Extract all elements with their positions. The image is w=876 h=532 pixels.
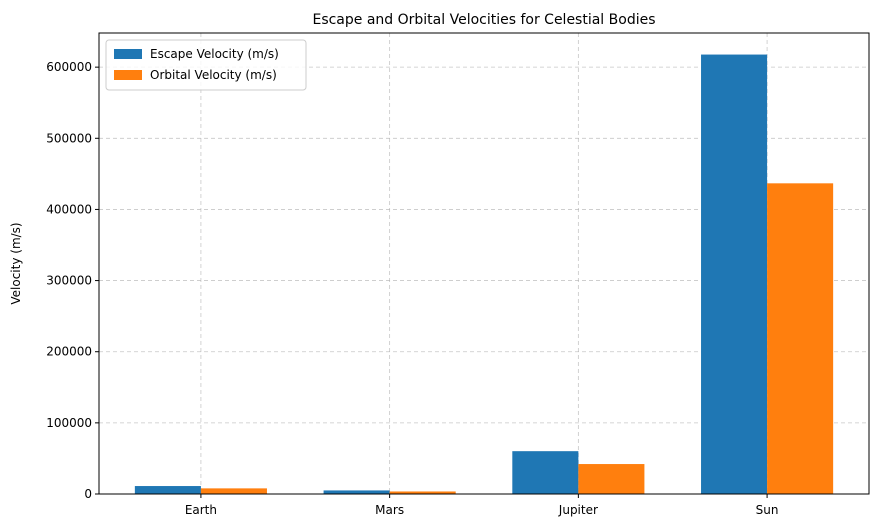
y-tick-label: 0 bbox=[84, 487, 92, 501]
y-tick-label: 200000 bbox=[46, 345, 92, 359]
bars-layer bbox=[134, 54, 834, 494]
legend-swatch bbox=[114, 70, 142, 80]
y-tick-label: 100000 bbox=[46, 416, 92, 430]
x-tick-label: Sun bbox=[756, 503, 779, 517]
y-tick-label: 300000 bbox=[46, 274, 92, 288]
bar-jupiter-series-1 bbox=[578, 464, 645, 494]
plot-frame bbox=[98, 32, 870, 495]
bar-earth-series-0 bbox=[134, 486, 201, 494]
bar-mars-series-0 bbox=[323, 490, 390, 494]
y-tick-label: 400000 bbox=[46, 202, 92, 216]
bar-jupiter-series-0 bbox=[512, 451, 579, 494]
chart-title: Escape and Orbital Velocities for Celest… bbox=[312, 12, 655, 28]
x-tick-label: Mars bbox=[375, 503, 404, 517]
legend-label: Orbital Velocity (m/s) bbox=[150, 68, 277, 82]
x-tick-label: Earth bbox=[185, 503, 217, 517]
y-tick-label: 500000 bbox=[46, 131, 92, 145]
axes-layer bbox=[98, 32, 870, 495]
legend-swatch bbox=[114, 49, 142, 59]
bar-sun-series-1 bbox=[767, 183, 834, 494]
legend-label: Escape Velocity (m/s) bbox=[150, 47, 279, 61]
y-axis-label: Velocity (m/s) bbox=[9, 222, 23, 304]
ticks-layer: 0 100000 200000 300000 400000 500000 600000 Ear… bbox=[46, 60, 778, 517]
bar-mars-series-1 bbox=[389, 491, 456, 494]
bar-earth-series-1 bbox=[200, 488, 267, 494]
x-tick-label: Jupiter bbox=[558, 503, 598, 517]
bar-sun-series-0 bbox=[701, 54, 768, 494]
legend: Escape Velocity (m/s) Orbital Velocity (m… bbox=[105, 39, 307, 91]
y-tick-label: 600000 bbox=[46, 60, 92, 74]
legend-box bbox=[105, 39, 307, 91]
